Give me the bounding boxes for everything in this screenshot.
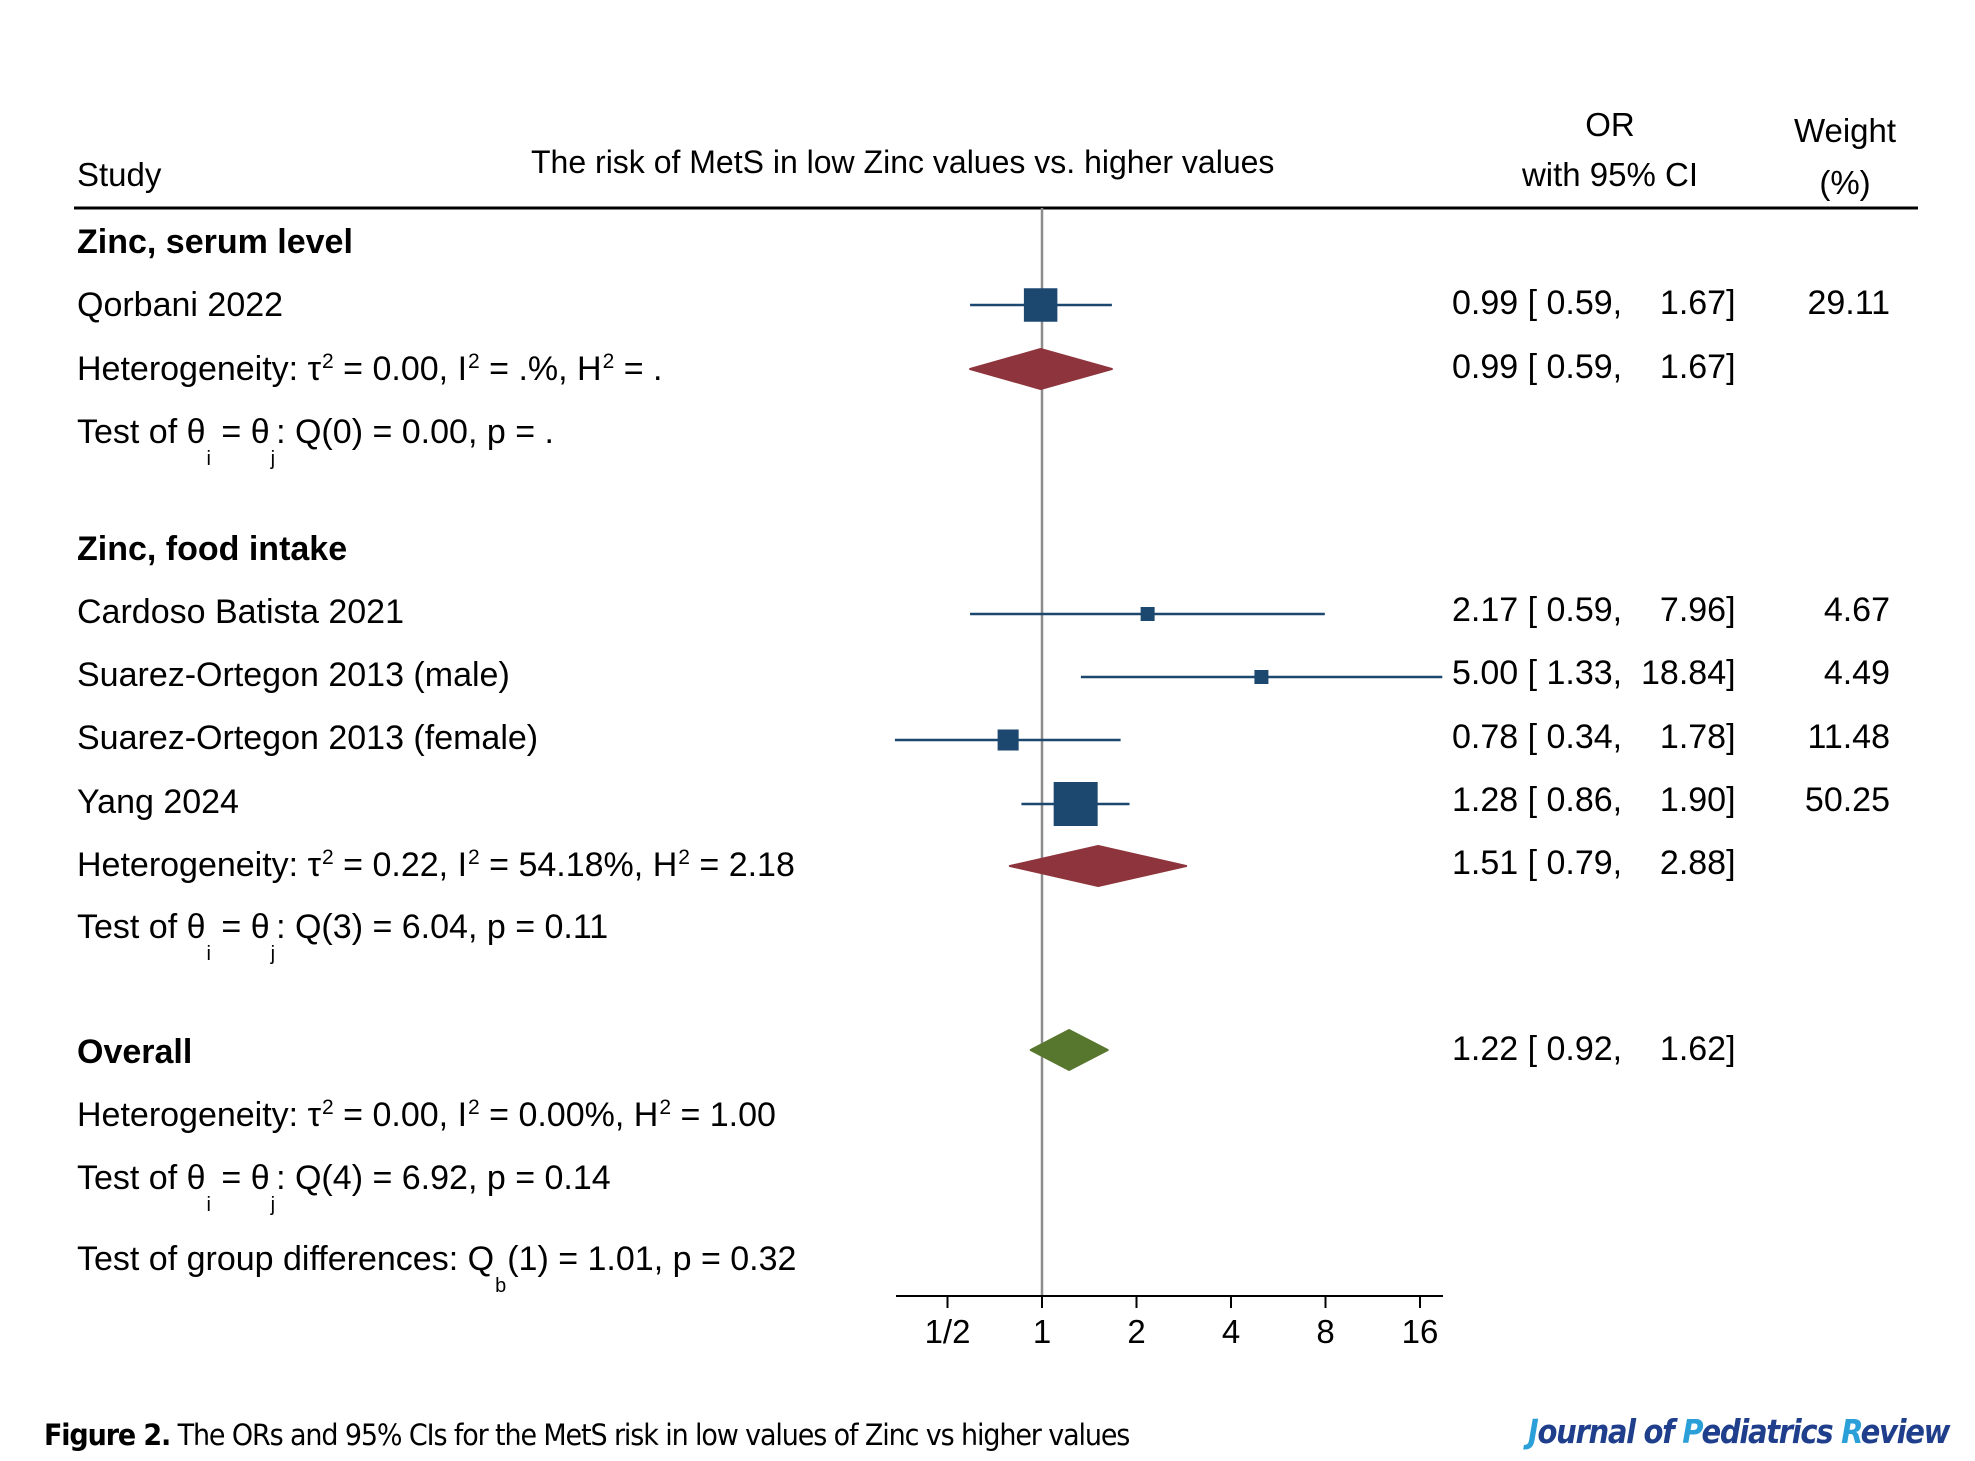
journal-logo-part: ournal of bbox=[1537, 1412, 1683, 1451]
study-label: Yang 2024 bbox=[77, 783, 239, 821]
journal-logo-part: ediatrics bbox=[1701, 1412, 1842, 1451]
study-label: Suarez-Ortegon 2013 (male) bbox=[77, 656, 510, 694]
x-axis-tick-label: 2 bbox=[1127, 1313, 1145, 1350]
group-difference-test-text: Test of group differences: Qb(1) = 1.01,… bbox=[77, 1240, 797, 1297]
study-marker-square bbox=[1140, 607, 1155, 621]
overall-title: Overall bbox=[77, 1033, 193, 1071]
journal-logo: Journal of Pediatrics Review bbox=[1528, 1412, 1951, 1451]
study-marker-square bbox=[997, 729, 1019, 751]
study-marker-square bbox=[1023, 288, 1058, 322]
study-label: Qorbani 2022 bbox=[77, 286, 284, 324]
journal-logo-part: R bbox=[1841, 1412, 1862, 1451]
x-axis-tick-label: 16 bbox=[1402, 1313, 1439, 1350]
x-axis-tick-label: 4 bbox=[1222, 1313, 1240, 1350]
subgroup-pooled-diamond bbox=[1008, 845, 1188, 887]
journal-logo-part: P bbox=[1682, 1412, 1703, 1451]
group-title: Zinc, serum level bbox=[77, 223, 353, 261]
column-header-weight-unit: (%) bbox=[1819, 164, 1871, 201]
homogeneity-test-text: Test of θi = θj: Q(3) = 6.04, p = 0.11 bbox=[77, 908, 609, 965]
study-ci-text: 1.28 [ 0.86, 1.90] bbox=[1452, 781, 1736, 819]
study-marker-square bbox=[1053, 782, 1098, 826]
study-ci-text: 0.99 [ 0.59, 1.67] bbox=[1452, 284, 1736, 322]
column-header-weight: Weight bbox=[1793, 112, 1897, 149]
study-label: Suarez-Ortegon 2013 (female) bbox=[77, 719, 539, 757]
study-label: Cardoso Batista 2021 bbox=[77, 593, 404, 631]
study-marker-square bbox=[1254, 670, 1269, 684]
study-weight-text: 29.11 bbox=[1807, 284, 1890, 322]
journal-logo-part: J bbox=[1528, 1412, 1539, 1451]
homogeneity-test-text: Test of θi = θj: Q(0) = 0.00, p = . bbox=[77, 413, 554, 470]
figure-caption: Figure 2. The ORs and 95% CIs for the Me… bbox=[44, 1418, 1130, 1452]
subgroup-pooled-diamond bbox=[969, 348, 1113, 390]
heterogeneity-text: Heterogeneity: τ2 = 0.22, I2 = 54.18%, H… bbox=[77, 846, 795, 884]
column-header-study: Study bbox=[77, 156, 162, 193]
study-weight-text: 4.67 bbox=[1823, 591, 1890, 629]
overall-pooled-diamond bbox=[1029, 1029, 1109, 1071]
pooled-ci-text: 1.51 [ 0.79, 2.88] bbox=[1452, 844, 1736, 882]
study-weight-text: 11.48 bbox=[1807, 718, 1890, 756]
x-axis-tick-label: 8 bbox=[1316, 1313, 1334, 1350]
study-ci-text: 5.00 [ 1.33, 18.84] bbox=[1452, 654, 1736, 692]
journal-logo-part: eview bbox=[1860, 1412, 1951, 1451]
chart-title: The risk of MetS in low Zinc values vs. … bbox=[531, 144, 1275, 180]
pooled-ci-text: 0.99 [ 0.59, 1.67] bbox=[1452, 348, 1736, 386]
column-header-or: OR bbox=[1585, 106, 1635, 143]
x-axis-tick-label: 1/2 bbox=[925, 1313, 971, 1350]
overall-ci-text: 1.22 [ 0.92, 1.62] bbox=[1452, 1030, 1736, 1068]
study-ci-text: 0.78 [ 0.34, 1.78] bbox=[1452, 718, 1736, 756]
group-title: Zinc, food intake bbox=[77, 530, 348, 568]
study-weight-text: 4.49 bbox=[1823, 654, 1890, 692]
heterogeneity-text: Heterogeneity: τ2 = 0.00, I2 = 0.00%, H2… bbox=[77, 1096, 776, 1134]
x-axis-tick-label: 1 bbox=[1033, 1313, 1051, 1350]
homogeneity-test-text: Test of θi = θj: Q(4) = 6.92, p = 0.14 bbox=[77, 1159, 611, 1216]
study-ci-text: 2.17 [ 0.59, 7.96] bbox=[1452, 591, 1736, 629]
heterogeneity-text: Heterogeneity: τ2 = 0.00, I2 = .%, H2 = … bbox=[77, 350, 663, 388]
column-header-ci: with 95% CI bbox=[1521, 156, 1699, 193]
study-weight-text: 50.25 bbox=[1804, 781, 1890, 819]
